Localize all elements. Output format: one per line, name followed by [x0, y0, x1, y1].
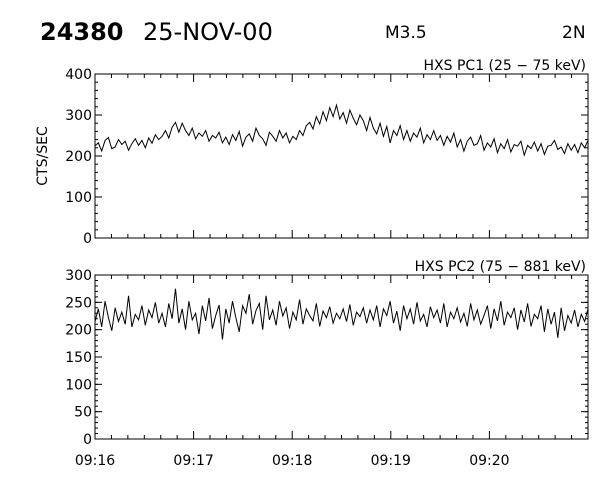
event-date: 25-NOV-00	[143, 18, 273, 46]
panel2-ytick-label: 300	[65, 268, 92, 284]
panel2-series-line	[94, 288, 589, 340]
xtick-label: 09:20	[469, 453, 509, 469]
panel2-ytick-label: 200	[65, 323, 92, 339]
panel2-ytick-label: 250	[65, 295, 92, 311]
plot-header: 24380 25-NOV-00 M3.5 2N	[0, 0, 600, 60]
event-id: 24380	[40, 18, 124, 46]
panel2-ytick-label: 50	[74, 405, 92, 421]
panel2-ytick-label: 100	[65, 377, 92, 393]
panel1-ytick-label: 200	[65, 149, 92, 165]
xtick-label: 09:19	[371, 453, 411, 469]
panel1-ytick-label: 0	[83, 231, 92, 247]
panel1-title: HXS PC1 (25 − 75 keV)	[424, 58, 586, 74]
panel2-frame	[94, 274, 589, 440]
flare-location: 2N	[562, 23, 586, 43]
panel1-series-line	[94, 103, 589, 157]
panel1-frame	[94, 73, 589, 239]
xtick-label: 09:17	[173, 453, 213, 469]
panel2-title: HXS PC2 (75 − 881 keV)	[415, 259, 586, 275]
panel2-ytick-label: 150	[65, 350, 92, 366]
panel1-ytick-label: 300	[65, 108, 92, 124]
flare-class: M3.5	[385, 23, 427, 43]
xtick-label: 09:16	[75, 453, 115, 469]
panel1-ytick-label: 400	[65, 67, 92, 83]
panel1-ylabel: CTS/SEC	[35, 126, 51, 186]
xtick-label: 09:18	[272, 453, 312, 469]
panel1-ytick-label: 100	[65, 190, 92, 206]
panel2-ytick-label: 0	[83, 432, 92, 448]
